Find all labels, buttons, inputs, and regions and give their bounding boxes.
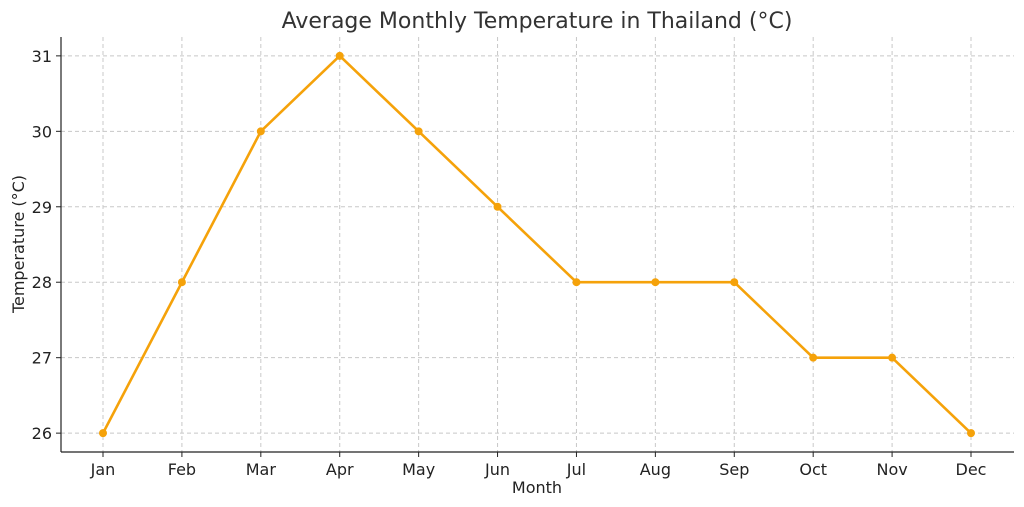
series-line xyxy=(101,54,972,435)
x-tick-label: Jul xyxy=(566,460,586,479)
x-tick-label: Apr xyxy=(326,460,354,479)
data-point-sep xyxy=(730,278,739,287)
axes: Jan Feb Mar Apr May Jun Jul Aug Sep Oct Nov Dec 26 27… xyxy=(32,37,1014,479)
data-point-jun xyxy=(493,202,502,211)
data-point-may xyxy=(414,127,423,136)
data-point-oct xyxy=(809,353,818,362)
x-tick-label: Aug xyxy=(640,460,671,479)
chart-title: Average Monthly Temperature in Thailand … xyxy=(282,9,793,34)
data-point-apr xyxy=(335,51,344,60)
data-point-mar xyxy=(256,127,265,136)
x-tick-label: Jun xyxy=(484,460,510,479)
y-tick-label: 28 xyxy=(32,273,52,292)
data-point-aug xyxy=(651,278,660,287)
x-tick-label: Feb xyxy=(168,460,196,479)
y-tick-label: 31 xyxy=(32,47,52,66)
x-tick-label: May xyxy=(402,460,435,479)
x-tick-label: Nov xyxy=(876,460,907,479)
x-tick-label: Dec xyxy=(956,460,987,479)
series xyxy=(99,51,975,438)
x-tick-label: Jan xyxy=(90,460,116,479)
data-point-jul xyxy=(572,278,581,287)
data-point-feb xyxy=(177,278,186,287)
y-tick-label: 29 xyxy=(32,198,52,217)
x-tick-label: Oct xyxy=(799,460,827,479)
x-axis-label: Month xyxy=(512,478,562,497)
x-tick-label: Mar xyxy=(246,460,277,479)
data-point-dec xyxy=(967,429,975,438)
data-point-jan xyxy=(99,429,107,438)
y-tick-label: 30 xyxy=(32,122,52,141)
data-point-nov xyxy=(888,353,897,362)
x-tick-label: Sep xyxy=(719,460,749,479)
y-tick-label: 27 xyxy=(32,349,52,368)
y-tick-label: 26 xyxy=(32,424,52,443)
y-axis-label: Temperature (°C) xyxy=(9,175,28,314)
